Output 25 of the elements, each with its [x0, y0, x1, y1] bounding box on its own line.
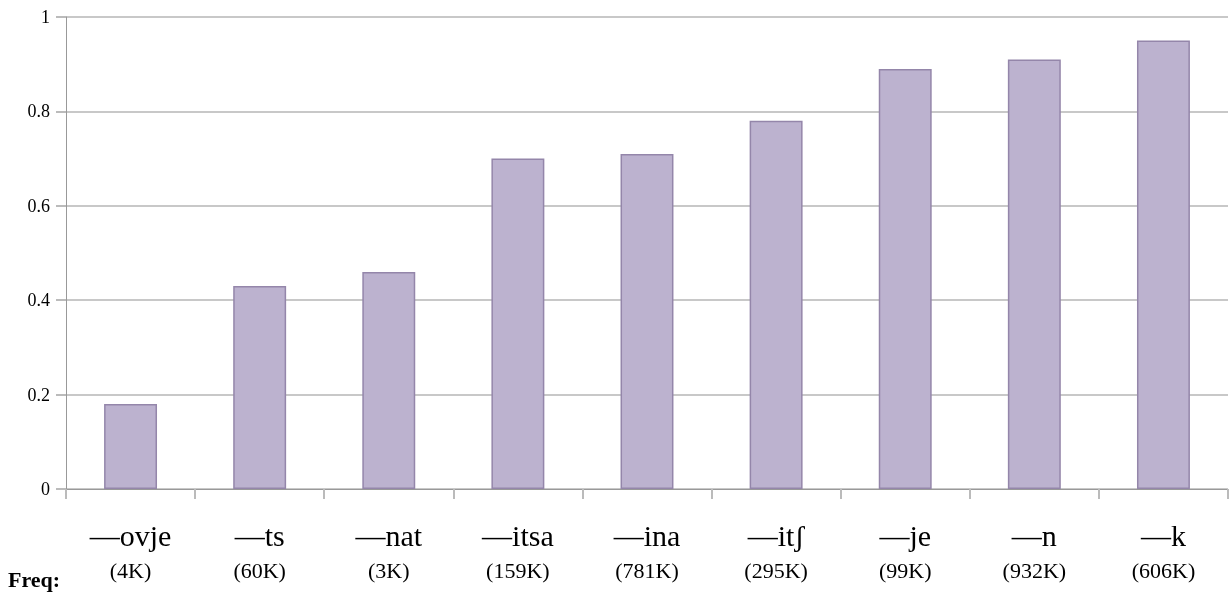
y-tick-label: 1: [41, 7, 50, 27]
x-tick-label: —ts (60K): [233, 518, 286, 583]
x-tick-label: —itʃ (295K): [744, 518, 808, 583]
bar: [1007, 59, 1061, 489]
y-tick-label: 0.4: [27, 290, 50, 311]
bar: [1136, 40, 1190, 489]
x-tick-label: —je (99K): [878, 518, 932, 583]
bar: [104, 404, 158, 489]
x-tick-label: —itsa (159K): [481, 518, 554, 583]
bar: [878, 68, 932, 489]
bar: [749, 120, 803, 489]
x-tick-label: —ina (781K): [612, 518, 681, 583]
x-tick-label: —k (606K): [1131, 518, 1196, 583]
x-tick-label: —nat (3K): [354, 518, 423, 583]
bar: [362, 271, 416, 489]
text: Freq:: [8, 566, 61, 592]
y-tick-label: 0.2: [27, 384, 50, 405]
bar: [620, 153, 674, 489]
bar: [491, 158, 545, 489]
x-tick-label: —ovje (4K): [88, 518, 172, 583]
y-tick-label: 0.8: [27, 101, 50, 122]
y-tick-label: 0: [41, 479, 50, 499]
x-tick-label: —n (932K): [1002, 518, 1067, 583]
y-tick-label: 0.6: [27, 195, 50, 216]
bar: [233, 286, 287, 489]
